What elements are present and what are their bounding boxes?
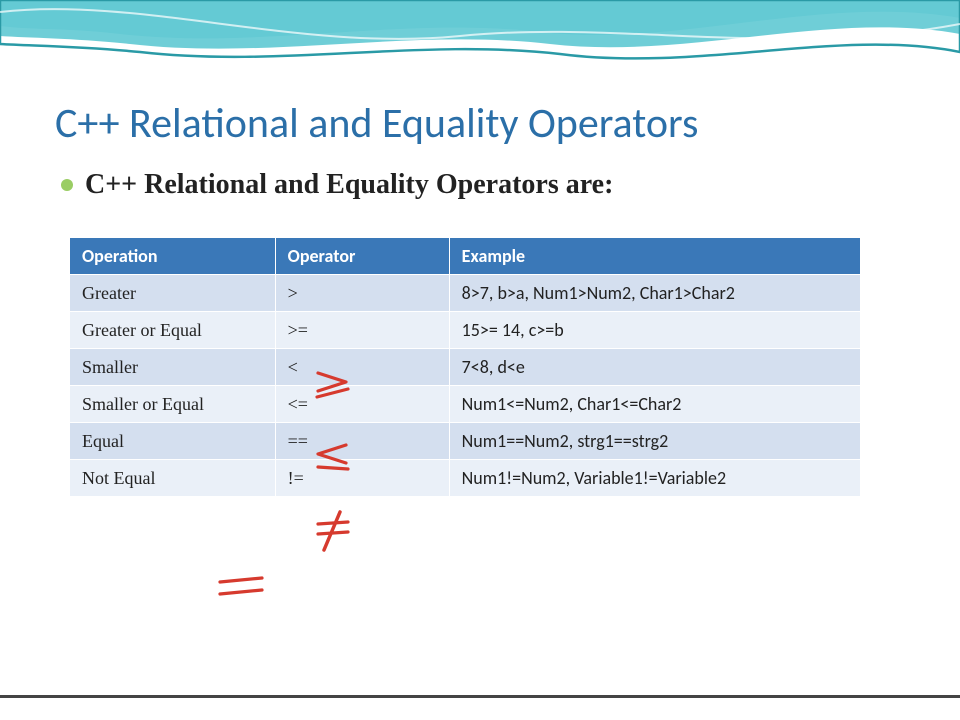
cell-operator: < [275,349,449,386]
col-header-example: Example [449,238,860,275]
cell-operator: > [275,275,449,312]
cell-operator: >= [275,312,449,349]
table-row: Smaller or Equal <= Num1<=Num2, Char1<=C… [70,386,861,423]
footer-divider [0,695,960,698]
cell-example: 8>7, b>a, Num1>Num2, Char1>Char2 [449,275,860,312]
cell-example: Num1==Num2, strg1==strg2 [449,423,860,460]
col-header-operator: Operator [275,238,449,275]
annotation-dbl-underline-icon [214,574,270,602]
cell-operator: != [275,460,449,497]
bullet-dot-icon [61,179,73,191]
operators-table: Operation Operator Example Greater > 8>7… [69,237,861,497]
table-row: Greater or Equal >= 15>= 14, c>=b [70,312,861,349]
cell-operation: Equal [70,423,276,460]
cell-operator: <= [275,386,449,423]
bullet-item: C++ Relational and Equality Operators ar… [61,169,905,201]
annotation-neq-icon [312,510,358,554]
cell-operation: Smaller or Equal [70,386,276,423]
table-row: Equal == Num1==Num2, strg1==strg2 [70,423,861,460]
cell-operation: Greater [70,275,276,312]
cell-operation: Smaller [70,349,276,386]
cell-example: Num1<=Num2, Char1<=Char2 [449,386,860,423]
cell-operation: Not Equal [70,460,276,497]
cell-operator: == [275,423,449,460]
slide-title: C++ Relational and Equality Operators [55,98,905,149]
cell-example: Num1!=Num2, Variable1!=Variable2 [449,460,860,497]
table-row: Smaller < 7<8, d<e [70,349,861,386]
cell-example: 15>= 14, c>=b [449,312,860,349]
table-header-row: Operation Operator Example [70,238,861,275]
table-row: Greater > 8>7, b>a, Num1>Num2, Char1>Cha… [70,275,861,312]
cell-operation: Greater or Equal [70,312,276,349]
cell-example: 7<8, d<e [449,349,860,386]
bullet-text: C++ Relational and Equality Operators ar… [85,169,613,201]
col-header-operation: Operation [70,238,276,275]
wave-decoration [0,0,960,90]
table-row: Not Equal != Num1!=Num2, Variable1!=Vari… [70,460,861,497]
operators-table-container: Operation Operator Example Greater > 8>7… [69,237,861,497]
